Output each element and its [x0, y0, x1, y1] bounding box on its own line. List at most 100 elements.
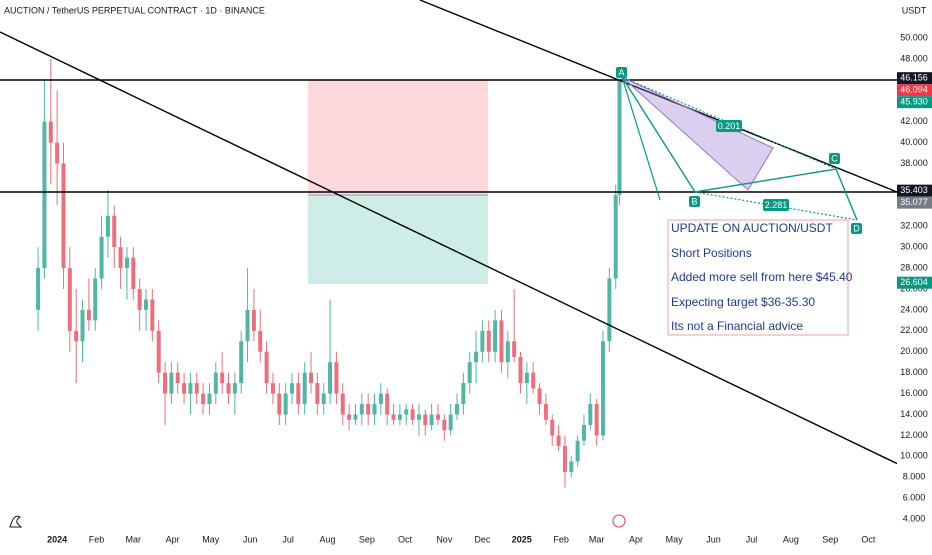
y-tick-label: 16.000: [900, 388, 928, 398]
point-label: C: [831, 153, 838, 163]
candle-body: [435, 414, 440, 420]
note-line: Its not a Financial advice: [671, 319, 803, 333]
candle-body: [461, 383, 466, 405]
candles: [36, 58, 622, 488]
candle-body: [372, 404, 377, 415]
candle-body: [309, 372, 314, 384]
price-label-box: [897, 84, 932, 97]
candle-body: [617, 80, 622, 195]
candle-body: [607, 278, 612, 342]
point-box: [616, 67, 627, 78]
candle-body: [315, 383, 320, 405]
y-tick-label: 18.000: [900, 367, 928, 377]
pattern-point: A B C D 0.201 2.281: [616, 67, 862, 234]
currency: USDT: [902, 5, 927, 15]
price-label-box: [897, 276, 932, 289]
candle-body: [131, 257, 136, 290]
symbol-title: AUCTION / TetherUS PERPETUAL CONTRACT · …: [4, 5, 265, 15]
candle-body: [169, 372, 174, 394]
candle-body: [594, 404, 599, 436]
candle-body: [137, 289, 142, 310]
candle-body: [531, 372, 536, 389]
pattern-leg: [621, 76, 661, 201]
candle-body: [543, 404, 548, 420]
y-tick-label: 10.000: [900, 451, 928, 461]
x-tick-label: Jun: [706, 534, 721, 544]
y-tick-label: 8.000: [903, 472, 926, 482]
candle-body: [321, 393, 326, 405]
candle-body: [220, 372, 225, 384]
candle-body: [486, 330, 491, 352]
candle-body: [353, 414, 358, 420]
candle-body: [340, 393, 345, 415]
x-tick-label: Jul: [282, 534, 294, 544]
candle-body: [474, 351, 479, 363]
note-line: Expecting target $36-35.30: [671, 295, 815, 309]
ratio-box: [763, 199, 789, 211]
note-line: Added more sell from here $45.40: [671, 270, 853, 284]
x-tick-label: Mar: [126, 534, 142, 544]
candle-body: [99, 236, 104, 279]
candle-body: [575, 440, 580, 462]
candle-body: [48, 121, 53, 143]
trend-line: [419, 0, 898, 193]
candle-body: [194, 383, 199, 394]
note: UPDATE ON AUCTION/USDT Short Positions A…: [667, 219, 853, 336]
y-tick-label: 28.000: [900, 262, 928, 272]
candle-body: [512, 341, 517, 357]
point-box: [829, 153, 840, 164]
x-tick-label: May: [666, 534, 684, 544]
candle-body: [562, 445, 567, 473]
x-tick-label: 2024: [47, 534, 67, 544]
y-tick-label: 40.000: [900, 137, 928, 147]
candle-body: [347, 414, 352, 420]
candle-body: [556, 435, 561, 446]
candle-body: [524, 372, 529, 384]
candle-body: [270, 383, 275, 394]
candle-body: [213, 372, 218, 394]
candle-body: [80, 309, 85, 342]
candle-body: [423, 414, 428, 425]
candle-body: [391, 414, 396, 420]
candle-body: [397, 414, 402, 420]
candle-body: [112, 215, 117, 248]
candle-body: [207, 393, 212, 405]
candle-body: [232, 383, 237, 394]
point-box: [851, 223, 862, 234]
candle-body: [302, 372, 307, 405]
candle-body: [201, 393, 206, 405]
candle-body: [239, 341, 244, 384]
y-tick-label: 48.000: [900, 53, 928, 63]
x-tick-label: Apr: [166, 534, 180, 544]
y-tick-label: 14.000: [900, 409, 928, 419]
events-icon[interactable]: [612, 514, 626, 528]
x-tick-label: Jul: [746, 534, 758, 544]
price-label: 46.156: [900, 73, 928, 83]
candle-body: [105, 215, 110, 237]
y-tick-label: 22.000: [900, 325, 928, 335]
candle-body: [613, 194, 618, 279]
candle-body: [296, 383, 301, 405]
candle-body: [416, 414, 421, 420]
stop-zone: [308, 80, 488, 195]
candle-body: [258, 330, 263, 352]
candle-body: [467, 362, 472, 384]
candle-body: [569, 461, 574, 473]
trend-line: [0, 31, 901, 466]
x-tick-label: Aug: [320, 534, 336, 544]
price-label: 45.930: [900, 97, 928, 107]
y-tick-label: 6.000: [903, 493, 926, 503]
point-box: [689, 196, 700, 207]
ratio-box: [716, 120, 742, 132]
candle-body: [143, 299, 148, 310]
candle-body: [175, 372, 180, 384]
x-tick-label: Dec: [474, 534, 491, 544]
candle-body: [448, 414, 453, 431]
x-tick-label: Feb: [89, 534, 105, 544]
y-tick-label: 50.000: [900, 32, 928, 42]
price-label-box: [897, 184, 932, 197]
candle-body: [289, 383, 294, 394]
note-line: UPDATE ON AUCTION/USDT: [671, 221, 833, 235]
candle-body: [42, 121, 47, 269]
x-tick-label: Sep: [359, 534, 375, 544]
